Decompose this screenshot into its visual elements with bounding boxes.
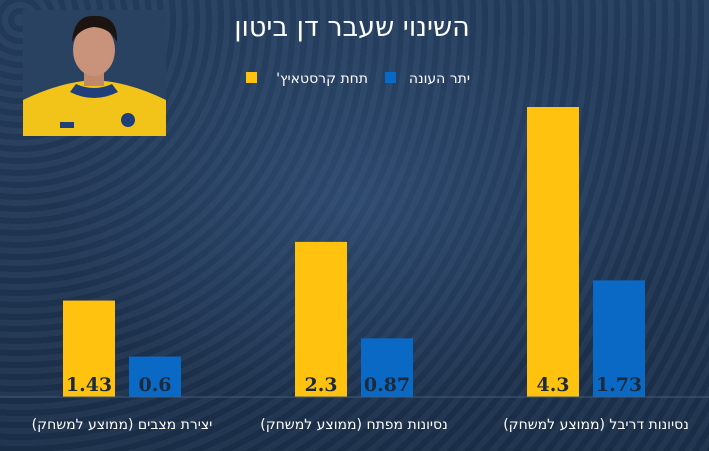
category-labels: נסיונות דריבל (ממוצע למשחק) נסיונות מפתח … bbox=[32, 417, 689, 433]
value-label-series1-cat3: 1.43 bbox=[66, 374, 112, 396]
chart-title: השינוי שעבר דן ביטון bbox=[234, 12, 470, 43]
bar-series1-cat1 bbox=[527, 107, 579, 397]
bar-series1-cat2 bbox=[295, 241, 347, 397]
category-label-3: יצירת מצבים (ממוצע למשחק) bbox=[32, 417, 213, 433]
legend-item-1: תחת קרסטאיץ' bbox=[246, 71, 368, 87]
value-label-series2-cat2: 0.87 bbox=[364, 374, 410, 396]
bar-series2-cat1 bbox=[593, 280, 645, 397]
legend: תחת קרסטאיץ' יתר העונה bbox=[246, 71, 470, 87]
legend-label-1: תחת קרסטאיץ' bbox=[276, 71, 368, 87]
bars-layer: 4.3 2.3 1.43 1.73 0.87 0.6 bbox=[63, 107, 645, 397]
legend-label-2: יתר העונה bbox=[409, 71, 470, 87]
legend-swatch-1 bbox=[246, 72, 257, 83]
bar-series1-cat3 bbox=[63, 300, 115, 397]
legend-item-2: יתר העונה bbox=[385, 71, 470, 87]
value-label-series2-cat1: 1.73 bbox=[596, 374, 642, 396]
category-label-2: נסיונות מפתח (ממוצע למשחק) bbox=[260, 417, 448, 433]
value-label-series1-cat1: 4.3 bbox=[536, 374, 569, 396]
category-label-1: נסיונות דריבל (ממוצע למשחק) bbox=[503, 417, 689, 433]
bar-series2-cat2 bbox=[361, 338, 413, 397]
legend-swatch-2 bbox=[385, 72, 396, 83]
player-photo bbox=[23, 10, 166, 136]
value-label-series1-cat2: 2.3 bbox=[304, 374, 337, 396]
value-label-series2-cat3: 0.6 bbox=[138, 374, 171, 396]
bar-series2-cat3 bbox=[129, 356, 181, 397]
